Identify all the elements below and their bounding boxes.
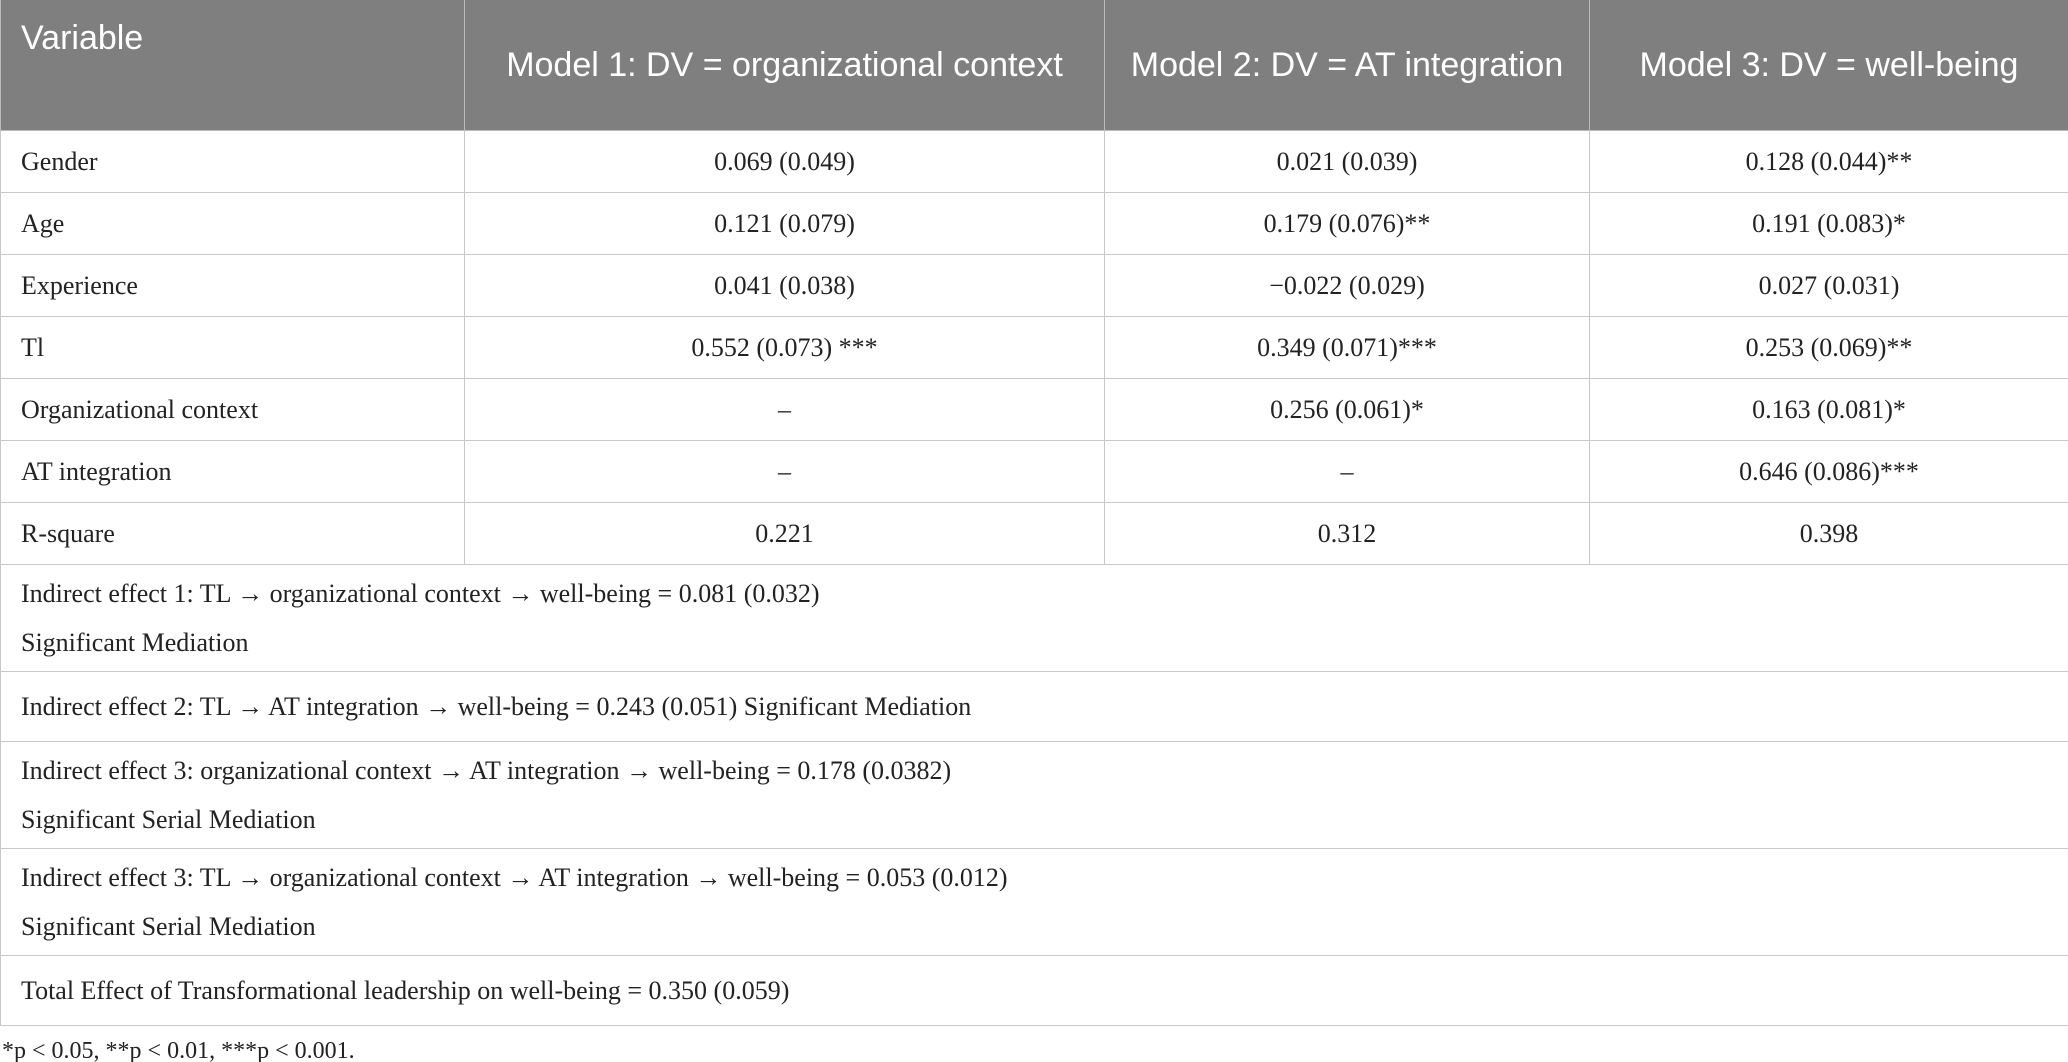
note-row: Indirect effect 2: TL → AT integration →… — [0, 671, 2068, 742]
table-cell: Organizational context — [0, 378, 465, 441]
note-row: Indirect effect 3: organizational contex… — [0, 741, 2068, 849]
note-row: Indirect effect 3: TL → organizational c… — [0, 848, 2068, 956]
note-line: Significant Serial Mediation — [21, 912, 316, 941]
table-row: Organizational context –0.256 (0.061)* 0.1… — [0, 378, 2068, 441]
regression-table: Variable Model 1: DV = organizational con… — [0, 0, 2068, 1026]
table-row: Experience 0.041 (0.038) −0.022 (0.029) 0.0… — [0, 254, 2068, 317]
table-cell: −0.022 (0.029) — [1104, 254, 1590, 317]
table-cell: 0.349 (0.071)*** — [1104, 316, 1590, 379]
table-cell: 0.041 (0.038) — [464, 254, 1105, 317]
note-line: Significant Serial Mediation — [21, 805, 316, 834]
table-cell: 0.191 (0.083)* — [1589, 192, 2068, 255]
table-cell: Experience — [0, 254, 465, 317]
note-cell: Total Effect of Transformational leaders… — [0, 955, 2068, 1026]
header-row: Variable Model 1: DV = organizational con… — [0, 0, 2068, 131]
table-row: AT integration – –0.646 (0.086)*** — [0, 440, 2068, 503]
table-cell: Gender — [0, 130, 465, 193]
note-line: Indirect effect 3: organizational contex… — [21, 756, 952, 785]
table-cell: 0.256 (0.061)* — [1104, 378, 1590, 441]
note-cell: Indirect effect 3: organizational contex… — [0, 741, 2068, 849]
header-cell: Model 1: DV = organizational context — [464, 0, 1105, 131]
note-cell: Indirect effect 3: TL → organizational c… — [0, 848, 2068, 956]
table-cell: Age — [0, 192, 465, 255]
footnote: *p < 0.05, **p < 0.01, ***p < 0.001. — [2, 1038, 355, 1062]
table-cell: Tl — [0, 316, 465, 379]
note-line: Indirect effect 2: TL → AT integration →… — [21, 692, 972, 721]
table-cell: 0.221 — [464, 502, 1105, 565]
table-cell: – — [464, 440, 1105, 503]
table-cell: AT integration — [0, 440, 465, 503]
note-cell: Indirect effect 2: TL → AT integration →… — [0, 671, 2068, 742]
table-cell: 0.027 (0.031) — [1589, 254, 2068, 317]
table-cell: 0.179 (0.076)** — [1104, 192, 1590, 255]
note-line: Indirect effect 1: TL → organizational c… — [21, 579, 820, 608]
header-cell: Model 3: DV = well-being — [1589, 0, 2068, 131]
table-cell: 0.021 (0.039) — [1104, 130, 1590, 193]
table-cell: 0.552 (0.073) *** — [464, 316, 1105, 379]
table-row: Gender 0.069 (0.049) 0.021 (0.039) 0.128 (0… — [0, 130, 2068, 193]
note-line: Indirect effect 3: TL → organizational c… — [21, 863, 1008, 892]
table-row: R-square 0.221 0.312 0.398 — [0, 502, 2068, 565]
table-cell: 0.253 (0.069)** — [1589, 316, 2068, 379]
header-cell: Variable — [0, 0, 465, 131]
table-cell: – — [1104, 440, 1590, 503]
table-cell: R-square — [0, 502, 465, 565]
note-row: Total Effect of Transformational leaders… — [0, 955, 2068, 1026]
table-row: Age 0.121 (0.079) 0.179 (0.076)** 0.191 (0.… — [0, 192, 2068, 255]
table-cell: – — [464, 378, 1105, 441]
note-line: Significant Mediation — [21, 628, 249, 657]
table-cell: 0.128 (0.044)** — [1589, 130, 2068, 193]
table-row: Tl 0.552 (0.073) *** 0.349 (0.071)*** 0.253… — [0, 316, 2068, 379]
table-cell: 0.312 — [1104, 502, 1590, 565]
note-cell: Indirect effect 1: TL → organizational c… — [0, 564, 2068, 672]
table-cell: 0.398 — [1589, 502, 2068, 565]
table-cell: 0.121 (0.079) — [464, 192, 1105, 255]
note-line: Total Effect of Transformational leaders… — [21, 976, 790, 1005]
table-cell: 0.646 (0.086)*** — [1589, 440, 2068, 503]
header-cell: Model 2: DV = AT integration — [1104, 0, 1590, 131]
table-cell: 0.163 (0.081)* — [1589, 378, 2068, 441]
table-body: Gender 0.069 (0.049) 0.021 (0.039) 0.128 (0… — [0, 130, 2068, 1026]
table-cell: 0.069 (0.049) — [464, 130, 1105, 193]
note-row: Indirect effect 1: TL → organizational c… — [0, 564, 2068, 672]
